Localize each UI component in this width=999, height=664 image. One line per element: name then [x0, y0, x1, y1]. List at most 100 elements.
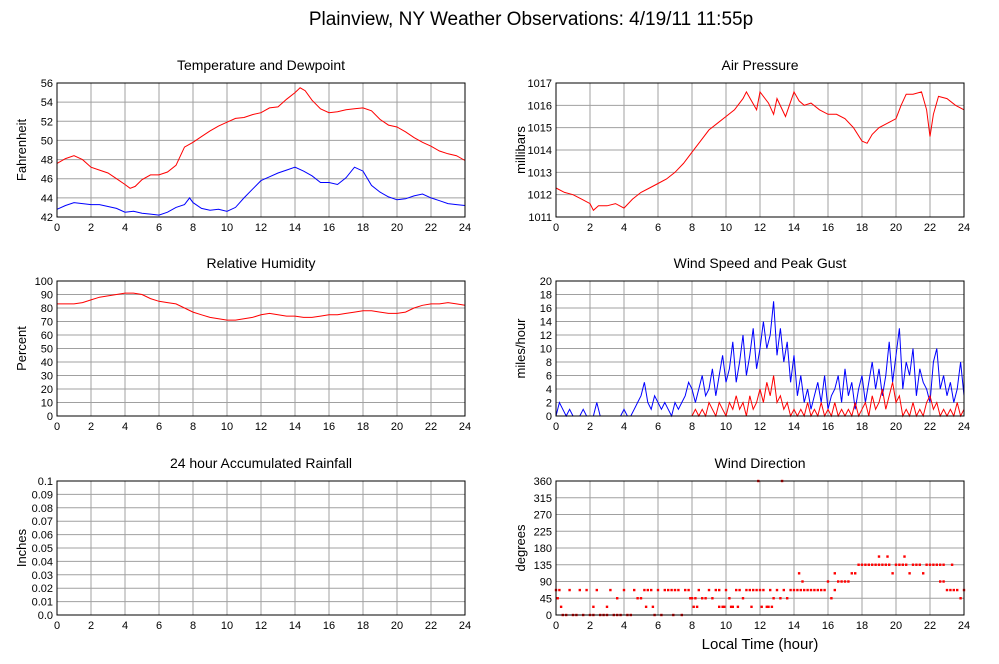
wind-x-tick-label: 20 — [890, 421, 902, 433]
direction-point — [874, 563, 877, 566]
temp-x-tick-label: 16 — [323, 222, 335, 234]
pressure-x-tick-label: 0 — [553, 222, 559, 234]
direction-y-tick-label: 270 — [534, 510, 552, 522]
direction-point — [803, 588, 806, 592]
direction-point — [792, 588, 796, 592]
direction-y-axis-label: degrees — [513, 524, 528, 571]
rain-title: 24 hour Accumulated Rainfall — [170, 455, 352, 471]
direction-point — [731, 605, 734, 609]
direction-point — [745, 588, 748, 592]
direction-point — [816, 588, 819, 592]
direction-point — [925, 563, 928, 566]
rain-x-tick-label: 18 — [357, 620, 369, 632]
rain-x-tick-label: 6 — [156, 620, 162, 632]
direction-point — [605, 605, 609, 609]
direction-y-tick-label: 180 — [534, 543, 552, 555]
direction-point — [809, 588, 813, 592]
direction-point — [556, 597, 559, 600]
direction-point — [729, 605, 733, 609]
direction-point — [898, 563, 901, 566]
humidity-y-tick-label: 70 — [41, 317, 53, 329]
direction-point — [867, 563, 870, 566]
direction-point — [786, 597, 789, 600]
temp-y-tick-label: 42 — [41, 212, 53, 224]
pressure-y-tick-label: 1014 — [528, 145, 552, 157]
pressure-plot-frame — [555, 82, 965, 218]
direction-point — [830, 597, 833, 600]
wind-title: Wind Speed and Peak Gust — [674, 255, 847, 271]
pressure-x-tick-label: 24 — [958, 222, 970, 234]
pressure-x-tick-label: 2 — [587, 222, 593, 234]
direction-point — [707, 588, 711, 592]
direction-point — [901, 563, 904, 566]
wind-y-tick-label: 8 — [546, 357, 552, 369]
direction-point — [806, 588, 809, 592]
direction-point — [758, 588, 762, 592]
direction-y-tick-label: 225 — [534, 526, 552, 538]
direction-plot-frame — [555, 480, 965, 616]
temp-title: Temperature and Dewpoint — [177, 57, 345, 73]
temp-y-tick-label: 52 — [41, 116, 53, 128]
wind-x-tick-label: 2 — [587, 421, 593, 433]
direction-point — [568, 588, 571, 592]
direction-point — [609, 588, 612, 592]
rain-y-tick-label: 0.07 — [32, 516, 53, 528]
humidity-x-tick-label: 0 — [54, 421, 60, 433]
direction-point — [837, 580, 840, 583]
humidity-y-tick-label: 40 — [41, 357, 53, 369]
humidity-y-tick-label: 0 — [47, 411, 53, 423]
wind-y-tick-label: 2 — [546, 398, 552, 410]
direction-point — [755, 588, 758, 592]
wind-x-tick-label: 10 — [720, 421, 732, 433]
temp-x-tick-label: 10 — [221, 222, 233, 234]
direction-point — [888, 563, 891, 566]
direction-point — [939, 580, 942, 583]
pressure-y-tick-label: 1011 — [528, 212, 552, 224]
direction-point — [667, 588, 670, 592]
rain-y-tick-label: 0.04 — [32, 556, 53, 568]
pressure-title: Air Pressure — [721, 57, 798, 73]
wind-x-tick-label: 12 — [754, 421, 766, 433]
rain-y-axis-label: Inches — [14, 528, 29, 567]
direction-point — [820, 588, 823, 592]
direction-point — [903, 555, 906, 558]
direction-point — [711, 597, 714, 600]
temp-y-tick-label: 44 — [41, 193, 53, 205]
humidity-x-tick-label: 4 — [122, 421, 128, 433]
direction-x-tick-label: 22 — [924, 620, 936, 632]
direction-point — [735, 588, 738, 592]
direction-point — [633, 588, 636, 592]
humidity-y-tick-label: 60 — [41, 330, 53, 342]
direction-point — [833, 572, 836, 575]
direction-y-tick-label: 135 — [534, 560, 552, 572]
page-title: Plainview, NY Weather Observations: 4/19… — [309, 9, 753, 30]
humidity-series-0-line — [57, 292, 466, 321]
direction-point — [752, 588, 755, 592]
humidity-y-tick-label: 20 — [41, 384, 53, 396]
direction-x-tick-label: 18 — [856, 620, 868, 632]
wind-y-tick-label: 10 — [540, 344, 552, 356]
direction-point — [826, 580, 830, 583]
direction-title: Wind Direction — [714, 455, 805, 471]
humidity-x-tick-label: 20 — [391, 421, 403, 433]
direction-point — [651, 605, 655, 609]
direction-point — [908, 572, 911, 575]
wind-y-tick-label: 14 — [540, 317, 552, 329]
direction-point — [694, 597, 697, 600]
direction-point — [952, 588, 955, 592]
direction-point — [644, 605, 648, 609]
wind-x-tick-label: 8 — [689, 421, 695, 433]
direction-point — [769, 588, 772, 592]
wind-y-tick-label: 20 — [540, 276, 552, 288]
wind-x-tick-label: 22 — [924, 421, 936, 433]
temp-y-tick-label: 50 — [41, 135, 53, 147]
direction-point — [592, 605, 595, 609]
direction-point — [799, 588, 802, 592]
pressure-series-0-line — [555, 90, 965, 212]
direction-point — [840, 580, 843, 583]
wind-x-tick-label: 4 — [621, 421, 627, 433]
direction-point — [692, 605, 695, 609]
